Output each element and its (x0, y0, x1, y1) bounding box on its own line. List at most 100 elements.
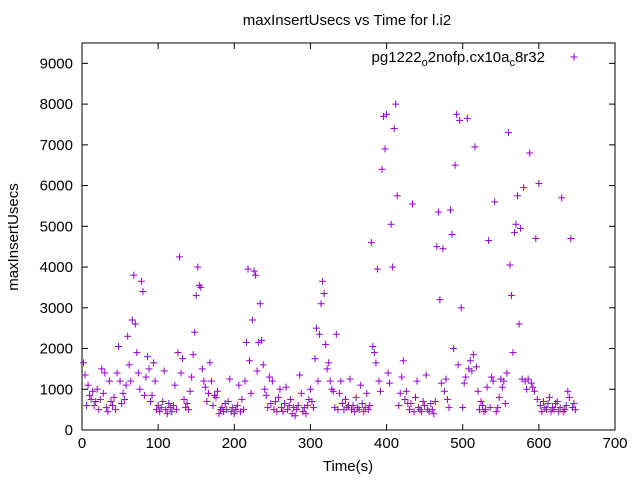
data-point (439, 245, 447, 253)
data-point (419, 397, 427, 405)
data-point (527, 379, 535, 387)
data-point (358, 400, 366, 408)
x-tick-label: 100 (146, 435, 171, 452)
data-point (535, 180, 543, 188)
data-point (194, 263, 202, 271)
data-point (526, 149, 534, 157)
y-axis: 0 1000 2000 3000 4000 5000 6000 7000 8000 9000 (40, 55, 615, 439)
data-point (192, 292, 200, 300)
data-point (108, 402, 116, 410)
data-point (346, 375, 354, 383)
data-point (376, 387, 384, 395)
y-tick-label: 8000 (40, 96, 73, 113)
data-point (459, 404, 467, 412)
data-point (140, 391, 148, 399)
data-point (355, 406, 363, 414)
data-point (249, 316, 257, 324)
data-point (256, 300, 264, 308)
data-point (302, 410, 310, 418)
data-point (491, 198, 499, 206)
data-point (253, 367, 261, 375)
data-point (489, 377, 497, 385)
data-point (367, 239, 375, 247)
data-point (119, 389, 127, 397)
legend-label-part: 8r32 (515, 49, 545, 66)
data-point (163, 410, 171, 418)
data-point (297, 389, 305, 397)
data-point (148, 391, 156, 399)
data-point (92, 397, 100, 405)
data-point (264, 404, 272, 412)
data-point (477, 397, 485, 405)
data-point (390, 125, 398, 133)
data-point (198, 365, 206, 373)
data-point (268, 377, 276, 385)
data-point (320, 290, 328, 298)
data-point (384, 369, 392, 377)
data-point (453, 110, 461, 118)
data-point (393, 192, 401, 200)
data-point (110, 393, 118, 401)
data-point (434, 208, 442, 216)
data-point (128, 316, 136, 324)
data-point (296, 371, 304, 379)
data-point (95, 406, 103, 414)
data-point (90, 402, 98, 410)
data-point (136, 385, 144, 393)
data-point (558, 194, 566, 202)
data-point (341, 395, 349, 403)
data-point (530, 387, 538, 395)
data-point (86, 391, 94, 399)
data-point (258, 336, 266, 344)
legend-label-subscript: o (422, 57, 428, 69)
data-point (124, 332, 132, 340)
data-point (399, 357, 407, 365)
data-point (398, 373, 406, 381)
data-point (313, 324, 321, 332)
data-point (241, 377, 249, 385)
data-point (84, 381, 92, 389)
data-point (460, 379, 468, 387)
data-point (442, 375, 450, 383)
data-point (142, 373, 150, 381)
data-point (392, 100, 400, 108)
data-point (402, 387, 410, 395)
data-point (494, 404, 502, 412)
data-point (172, 406, 180, 414)
data-point (483, 383, 491, 391)
data-point (252, 271, 260, 279)
data-point (287, 395, 295, 403)
y-tick-label: 4000 (40, 259, 73, 276)
data-point (488, 373, 496, 381)
data-point (206, 359, 214, 367)
data-point (451, 161, 459, 169)
data-point (175, 253, 183, 261)
data-point (183, 400, 191, 408)
data-point (319, 277, 327, 285)
data-point (389, 263, 397, 271)
data-point (242, 338, 250, 346)
data-point (471, 143, 479, 151)
data-point (366, 402, 374, 410)
data-point (492, 408, 500, 416)
data-point (223, 406, 231, 414)
data-point (550, 406, 558, 414)
legend: pg1222o2nofp.cx10ac8r32 (372, 49, 578, 69)
data-point (381, 145, 389, 153)
data-point (197, 283, 205, 291)
data-point (507, 292, 515, 300)
data-point (174, 349, 182, 357)
plot-frame (81, 42, 616, 431)
data-point (538, 408, 546, 416)
data-point (413, 377, 421, 385)
data-point (564, 387, 572, 395)
data-point (332, 330, 340, 338)
data-point (571, 406, 579, 414)
data-point (271, 397, 279, 405)
data-point (118, 400, 126, 408)
data-point (317, 300, 325, 308)
chart-title: maxInsertUsecs vs Time for l.i2 (243, 12, 451, 29)
data-point (410, 408, 418, 416)
data-point (482, 406, 490, 414)
data-point (239, 406, 247, 414)
